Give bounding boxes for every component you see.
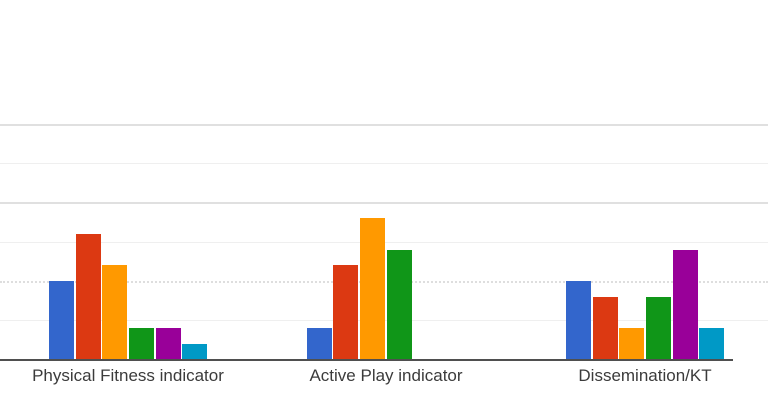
bar-red-3[interactable]: [592, 296, 618, 360]
bar-green-3[interactable]: [646, 296, 671, 360]
major-gridline: [0, 123, 768, 126]
bar-orange-2[interactable]: [360, 218, 385, 360]
bar-blue-1[interactable]: [49, 280, 75, 360]
x-axis-label-physical-fitness: Physical Fitness indicator: [32, 366, 224, 385]
bar-cyan-3[interactable]: [699, 328, 725, 360]
x-axis-baseline: [0, 359, 733, 361]
bar-green-2[interactable]: [386, 249, 412, 360]
major-gridline: [0, 202, 768, 205]
bar-cyan-1[interactable]: [182, 343, 208, 360]
bar-orange-1[interactable]: [102, 265, 128, 360]
x-axis-label-active-play: Active Play indicator: [309, 366, 463, 385]
bar-red-1[interactable]: [75, 233, 101, 360]
bar-purple-1[interactable]: [155, 328, 181, 360]
bar-orange-3[interactable]: [619, 328, 645, 360]
bar-red-2[interactable]: [333, 265, 359, 360]
bar-blue-2[interactable]: [306, 328, 332, 360]
minor-gridline: [0, 163, 768, 164]
x-axis-label-dissemination-kt: Dissemination/KT: [578, 366, 712, 385]
bar-purple-3[interactable]: [672, 249, 698, 360]
bar-blue-3[interactable]: [566, 280, 592, 360]
bar-green-1[interactable]: [129, 328, 154, 360]
